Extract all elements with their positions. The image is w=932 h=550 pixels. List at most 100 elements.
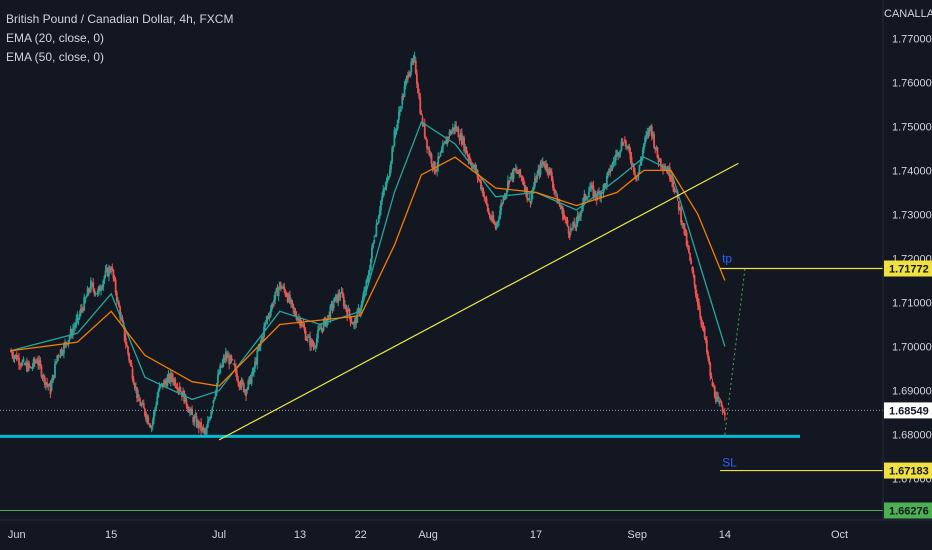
candle-body [499,210,501,219]
candle-body [543,161,545,166]
candle-body [420,113,423,115]
candle-body [82,308,84,311]
candle-body [146,416,149,420]
currency-label[interactable]: CANALLA [884,8,932,20]
candle-body [578,216,581,218]
candle-body [342,296,345,307]
candle-body [415,73,418,84]
candle-body [462,137,464,140]
candle-body [692,270,695,276]
candle-body [190,409,192,411]
candle-body [716,396,718,402]
candle-body [521,177,524,182]
sl-label: SL [722,456,737,470]
candle-body [463,137,465,151]
candle-body [608,168,610,172]
candle-body [517,171,519,174]
time-axis[interactable]: Jun 15 Jul 13 22 Aug 17 Sep 14 Oct [8,529,848,541]
candle-body [466,153,469,156]
candle-body [614,154,617,161]
candle-body [366,277,369,281]
candle-body [73,327,75,329]
candle-body [400,109,403,111]
candle-body [221,362,224,368]
candle-body [654,147,657,150]
candle-body [701,324,704,326]
candle-body [279,284,282,289]
candle-body [516,170,518,172]
candle-body [265,320,268,323]
candle-body [508,180,510,185]
symbol-title[interactable]: British Pound / Canadian Dollar, 4h, FXC… [6,12,234,26]
tp-label: tp [722,251,732,265]
candle-body [52,375,55,378]
candle-body [169,373,172,382]
candle-body [43,377,46,385]
candle-body [110,271,113,273]
candle-body [158,385,161,391]
candle-body [390,161,392,170]
candle-body [666,169,669,175]
candle-body [174,379,177,387]
candle-body [149,425,152,428]
candle-body [384,186,387,189]
candle-body [230,355,233,360]
candle-body [182,390,184,397]
candle-body [16,357,19,359]
candle-body [320,327,323,329]
candle-body [308,336,310,338]
candle-body [141,403,144,405]
candle-body [638,165,641,174]
candle-body [417,83,419,94]
candle-body [59,349,62,357]
candle-body [387,176,390,180]
projection-line[interactable] [724,267,746,435]
time-tick-label: 15 [105,529,117,541]
candle-body [272,304,274,307]
ema20-legend[interactable]: EMA (20, close, 0) [6,31,105,45]
candle-body [199,422,201,426]
candle-body [274,291,277,300]
candle-body [148,423,151,426]
candle-body [175,386,178,388]
trend-line[interactable] [218,162,739,441]
candle-body [672,181,675,188]
candle-body [536,174,539,180]
candle-body [39,360,42,366]
candle-body [454,124,457,131]
candle-body [231,359,234,361]
candle-body [449,131,452,135]
candle-body [609,168,612,173]
candle-body [511,172,514,180]
candle-body [211,407,214,412]
candle-body [228,355,231,365]
candle-body [237,380,240,383]
candle-body [639,161,642,166]
candle-body [143,408,146,416]
ema50-line[interactable] [9,156,726,387]
candle-body [277,288,280,297]
candle-body [262,336,264,338]
candle-body [668,167,671,179]
ema20-line[interactable] [9,121,726,401]
candle-body [69,328,72,337]
candle-body [130,362,133,367]
candle-body [380,201,382,211]
ema50-legend[interactable]: EMA (50, close, 0) [6,50,105,64]
candle-body [239,381,242,388]
candle-body [331,303,334,309]
candle-body [414,60,417,74]
candle-body [203,429,206,433]
candle-body [150,426,153,428]
candle-body [337,293,340,303]
candle-body [525,187,527,192]
candle-body [687,246,690,253]
candle-body [419,97,422,114]
candle-body [233,363,236,367]
candle-body [131,368,134,380]
candle-body [673,187,676,193]
candle-body [76,314,79,320]
candle-body [313,346,316,348]
candle-body [253,368,255,373]
